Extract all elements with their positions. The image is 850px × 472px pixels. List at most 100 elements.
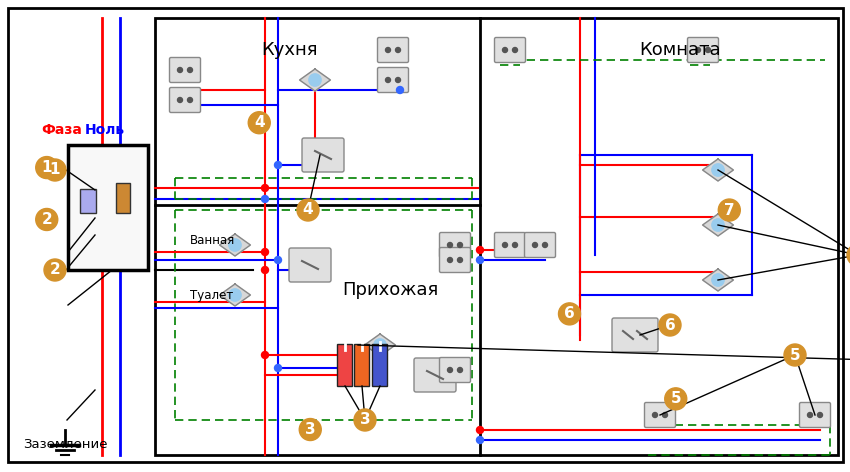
- Circle shape: [447, 258, 452, 262]
- Circle shape: [513, 48, 518, 52]
- Circle shape: [262, 267, 269, 273]
- Circle shape: [188, 98, 192, 102]
- Circle shape: [229, 289, 241, 301]
- Circle shape: [374, 339, 386, 351]
- Circle shape: [818, 413, 823, 418]
- Circle shape: [447, 243, 452, 247]
- Circle shape: [711, 219, 724, 231]
- Text: 5: 5: [671, 391, 681, 406]
- Circle shape: [354, 409, 376, 431]
- Circle shape: [665, 388, 687, 410]
- FancyBboxPatch shape: [612, 318, 658, 352]
- Polygon shape: [365, 334, 395, 356]
- Circle shape: [532, 243, 537, 247]
- Text: 4: 4: [254, 115, 264, 130]
- Text: Туалет: Туалет: [190, 288, 233, 302]
- Circle shape: [706, 48, 711, 52]
- Text: 2: 2: [49, 262, 60, 278]
- Circle shape: [711, 274, 724, 286]
- Circle shape: [262, 185, 269, 192]
- Circle shape: [188, 67, 192, 73]
- FancyBboxPatch shape: [495, 37, 525, 62]
- Circle shape: [808, 413, 813, 418]
- Circle shape: [36, 209, 58, 230]
- Circle shape: [395, 77, 400, 83]
- Text: 3: 3: [360, 413, 371, 428]
- Polygon shape: [219, 284, 251, 306]
- FancyBboxPatch shape: [169, 87, 201, 112]
- Circle shape: [395, 48, 400, 52]
- Circle shape: [262, 352, 269, 359]
- Circle shape: [457, 368, 462, 372]
- Circle shape: [784, 344, 806, 366]
- Text: 1: 1: [50, 162, 60, 177]
- Circle shape: [309, 74, 321, 86]
- Bar: [337, 344, 353, 386]
- Text: 1: 1: [42, 160, 52, 175]
- Text: 3: 3: [305, 422, 315, 437]
- Circle shape: [718, 199, 740, 221]
- Circle shape: [513, 243, 518, 247]
- FancyBboxPatch shape: [524, 233, 556, 258]
- FancyBboxPatch shape: [169, 58, 201, 83]
- Circle shape: [711, 164, 724, 176]
- Circle shape: [299, 419, 321, 440]
- FancyBboxPatch shape: [302, 138, 344, 172]
- FancyBboxPatch shape: [439, 357, 471, 382]
- Circle shape: [275, 161, 281, 169]
- Circle shape: [248, 112, 270, 134]
- Polygon shape: [299, 69, 331, 91]
- Text: 6: 6: [564, 306, 575, 321]
- Bar: [116, 183, 130, 213]
- FancyBboxPatch shape: [800, 403, 830, 428]
- Bar: [372, 344, 388, 386]
- Text: Фаза: Фаза: [42, 123, 82, 137]
- Bar: [354, 344, 370, 386]
- FancyBboxPatch shape: [644, 403, 676, 428]
- Circle shape: [659, 314, 681, 336]
- Circle shape: [502, 48, 507, 52]
- Circle shape: [275, 364, 281, 371]
- Circle shape: [36, 157, 58, 178]
- Circle shape: [44, 259, 66, 281]
- Text: Кухня: Кухня: [262, 41, 318, 59]
- Circle shape: [44, 159, 66, 181]
- Circle shape: [477, 246, 484, 253]
- Text: Прихожая: Прихожая: [342, 281, 438, 299]
- Bar: [68, 145, 148, 270]
- FancyBboxPatch shape: [688, 37, 718, 62]
- Polygon shape: [703, 214, 734, 236]
- FancyBboxPatch shape: [289, 248, 331, 282]
- Polygon shape: [703, 159, 734, 181]
- Circle shape: [695, 48, 700, 52]
- Circle shape: [653, 413, 658, 418]
- FancyBboxPatch shape: [439, 233, 471, 258]
- Circle shape: [502, 243, 507, 247]
- Text: Ванная: Ванная: [190, 234, 235, 246]
- Circle shape: [386, 77, 390, 83]
- Circle shape: [457, 258, 462, 262]
- Circle shape: [662, 413, 667, 418]
- Bar: [155, 18, 838, 455]
- FancyBboxPatch shape: [414, 358, 456, 392]
- Circle shape: [262, 248, 269, 255]
- Text: 5: 5: [790, 347, 801, 362]
- Circle shape: [297, 199, 319, 221]
- Circle shape: [178, 67, 183, 73]
- FancyBboxPatch shape: [495, 233, 525, 258]
- Circle shape: [262, 195, 269, 202]
- Circle shape: [178, 98, 183, 102]
- Circle shape: [457, 243, 462, 247]
- Circle shape: [477, 256, 484, 263]
- Text: Ноль: Ноль: [85, 123, 125, 137]
- Circle shape: [396, 86, 404, 93]
- Circle shape: [542, 243, 547, 247]
- Text: 2: 2: [42, 212, 52, 227]
- Polygon shape: [703, 269, 734, 291]
- Text: 6: 6: [665, 318, 676, 332]
- FancyBboxPatch shape: [377, 37, 409, 62]
- Circle shape: [386, 48, 390, 52]
- Bar: [80, 189, 96, 213]
- Text: 4: 4: [303, 202, 314, 218]
- Circle shape: [477, 427, 484, 433]
